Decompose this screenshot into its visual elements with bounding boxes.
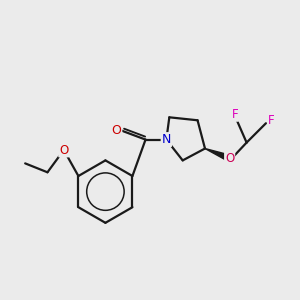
- Text: O: O: [112, 124, 122, 136]
- Text: F: F: [231, 108, 238, 121]
- Polygon shape: [205, 148, 228, 160]
- Text: O: O: [59, 143, 68, 157]
- Text: O: O: [225, 152, 234, 164]
- Text: F: F: [268, 114, 274, 127]
- Text: N: N: [162, 133, 171, 146]
